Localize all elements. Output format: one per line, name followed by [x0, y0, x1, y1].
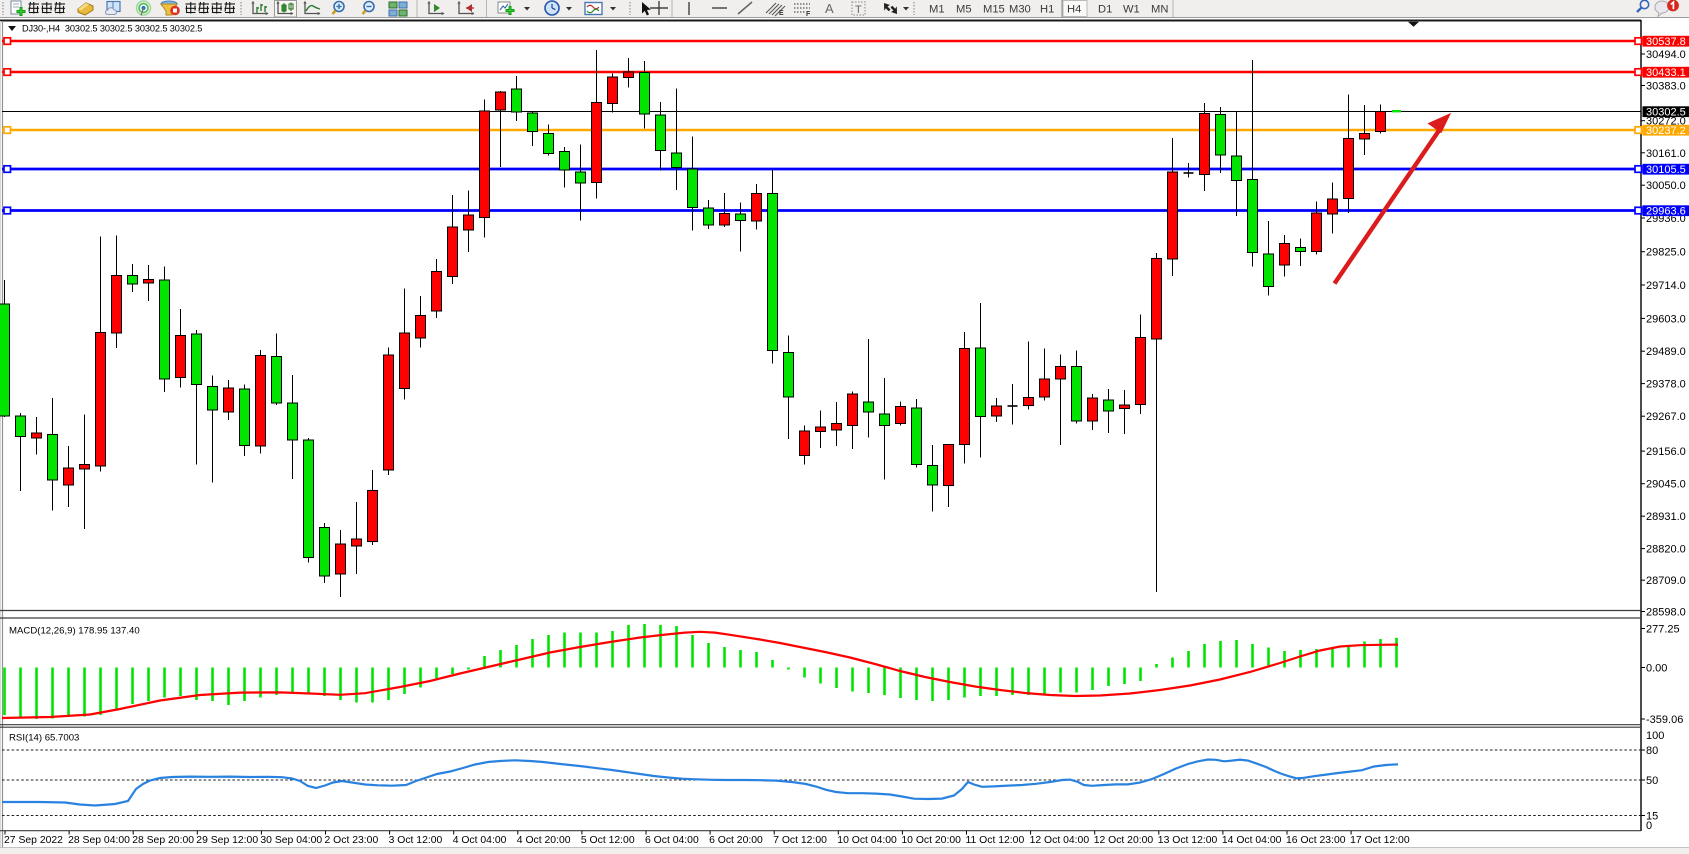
svg-text:RSI(14) 65.7003: RSI(14) 65.7003 [9, 733, 79, 744]
svg-text:30537.8: 30537.8 [1646, 36, 1686, 48]
svg-text:29156.0: 29156.0 [1646, 446, 1686, 458]
svg-text:10 Oct 20:00: 10 Oct 20:00 [901, 835, 961, 846]
svg-text:28 Sep 04:00: 28 Sep 04:00 [68, 835, 130, 846]
svg-text:4 Oct 20:00: 4 Oct 20:00 [517, 835, 571, 846]
svg-text:29378.0: 29378.0 [1646, 379, 1686, 391]
svg-text:28820.0: 28820.0 [1646, 544, 1686, 556]
svg-text:M1: M1 [929, 4, 945, 16]
svg-text:-359.06: -359.06 [1646, 714, 1683, 726]
svg-text:7 Oct 12:00: 7 Oct 12:00 [773, 835, 827, 846]
svg-text:DJ30-,H4 30302.5 30302.5 3030: DJ30-,H4 30302.5 30302.5 30302.5 30302.5 [22, 24, 202, 34]
svg-text:5 Oct 12:00: 5 Oct 12:00 [581, 835, 635, 846]
svg-text:13 Oct 12:00: 13 Oct 12:00 [1158, 835, 1218, 846]
svg-text:277.25: 277.25 [1646, 624, 1680, 636]
svg-text:50: 50 [1646, 775, 1658, 787]
svg-text:MACD(12,26,9) 178.95 137.40: MACD(12,26,9) 178.95 137.40 [9, 626, 140, 637]
svg-text:80: 80 [1646, 745, 1658, 757]
svg-text:2 Oct 23:00: 2 Oct 23:00 [325, 835, 379, 846]
svg-text:30050.0: 30050.0 [1646, 180, 1686, 192]
svg-text:29714.0: 29714.0 [1646, 280, 1686, 292]
svg-text:30105.5: 30105.5 [1646, 164, 1686, 176]
svg-text:E: E [779, 10, 784, 17]
svg-text:28931.0: 28931.0 [1646, 511, 1686, 523]
svg-text:30 Sep 04:00: 30 Sep 04:00 [260, 835, 322, 846]
svg-text:A: A [825, 1, 834, 16]
svg-text:29603.0: 29603.0 [1646, 313, 1686, 325]
svg-text:14 Oct 04:00: 14 Oct 04:00 [1222, 835, 1282, 846]
svg-text:29267.0: 29267.0 [1646, 411, 1686, 423]
svg-text:30272.0: 30272.0 [1646, 116, 1686, 128]
svg-text:16 Oct 23:00: 16 Oct 23:00 [1286, 835, 1346, 846]
svg-text:6 Oct 20:00: 6 Oct 20:00 [709, 835, 763, 846]
svg-text:M5: M5 [956, 4, 972, 16]
svg-text:17 Oct 12:00: 17 Oct 12:00 [1350, 835, 1410, 846]
svg-text:M15: M15 [983, 4, 1005, 16]
svg-text:30302.5: 30302.5 [1646, 107, 1686, 119]
svg-text:15: 15 [1646, 811, 1658, 823]
svg-text:29825.0: 29825.0 [1646, 247, 1686, 259]
svg-text:28709.0: 28709.0 [1646, 575, 1686, 587]
svg-text:29963.6: 29963.6 [1646, 206, 1686, 218]
svg-text:12 Oct 20:00: 12 Oct 20:00 [1094, 835, 1154, 846]
svg-text:T: T [855, 4, 862, 16]
svg-text:11 Oct 12:00: 11 Oct 12:00 [966, 835, 1025, 846]
svg-text:100: 100 [1646, 730, 1664, 742]
svg-text:28598.0: 28598.0 [1646, 607, 1686, 619]
svg-text:10 Oct 04:00: 10 Oct 04:00 [837, 835, 897, 846]
svg-text:MN: MN [1151, 4, 1168, 16]
svg-text:12 Oct 04:00: 12 Oct 04:00 [1030, 835, 1090, 846]
svg-text:29489.0: 29489.0 [1646, 346, 1686, 358]
svg-text:29045.0: 29045.0 [1646, 479, 1686, 491]
svg-text:29 Sep 12:00: 29 Sep 12:00 [196, 835, 258, 846]
svg-text:30494.0: 30494.0 [1646, 49, 1686, 61]
svg-text:30433.1: 30433.1 [1646, 67, 1686, 79]
svg-text:W1: W1 [1123, 4, 1140, 16]
svg-text:D1: D1 [1098, 4, 1112, 16]
svg-text:H1: H1 [1040, 4, 1054, 16]
svg-text:0.00: 0.00 [1646, 663, 1667, 675]
svg-text:3 Oct 12:00: 3 Oct 12:00 [389, 835, 443, 846]
svg-text:30161.0: 30161.0 [1646, 148, 1686, 160]
svg-text:M30: M30 [1009, 4, 1031, 16]
svg-text:30383.0: 30383.0 [1646, 81, 1686, 93]
svg-text:30237.2: 30237.2 [1646, 125, 1686, 137]
svg-text:6 Oct 04:00: 6 Oct 04:00 [645, 835, 699, 846]
svg-text:28 Sep 20:00: 28 Sep 20:00 [132, 835, 194, 846]
svg-text:27 Sep 2022: 27 Sep 2022 [4, 835, 63, 846]
svg-text:F: F [806, 11, 811, 18]
svg-text:0: 0 [1646, 820, 1652, 832]
svg-text:H4: H4 [1067, 4, 1081, 16]
svg-text:4 Oct 04:00: 4 Oct 04:00 [453, 835, 507, 846]
